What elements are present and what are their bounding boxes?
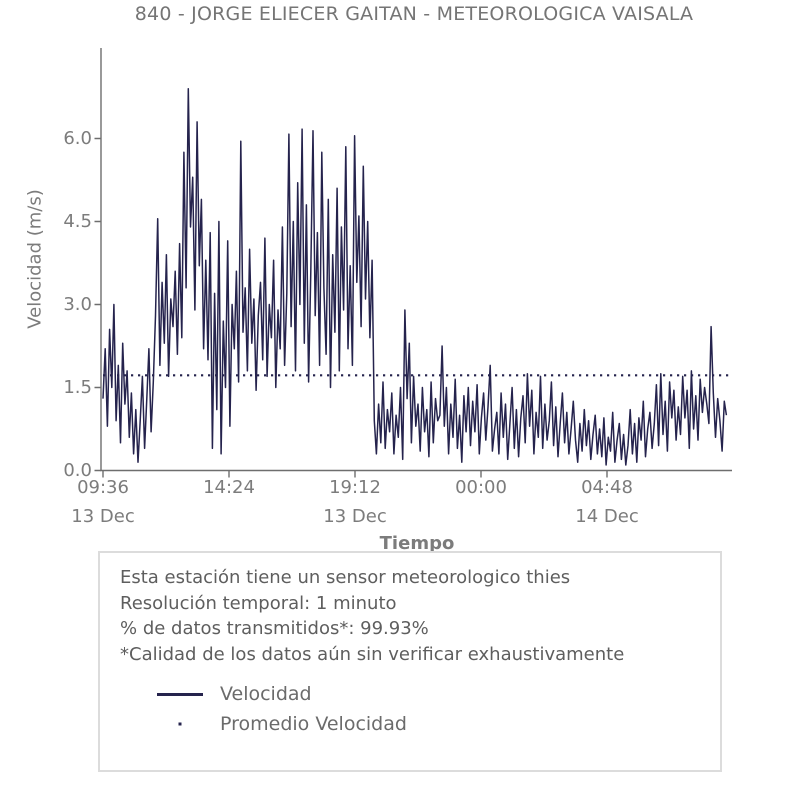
- x-tick-label: 04:48: [581, 477, 633, 498]
- info-line-quality: *Calidad de los datos aún sin verificar …: [120, 643, 625, 665]
- velocity-line-swatch: [157, 692, 203, 696]
- info-line-resolution: Resolución temporal: 1 minuto: [120, 592, 397, 614]
- station-info-lines: Esta estación tiene un sensor meteorolog…: [120, 565, 720, 667]
- chart-title: 840 - JORGE ELIECER GAITAN - METEOROLOGI…: [134, 3, 694, 25]
- legend-item-velocidad: Velocidad: [100, 679, 720, 709]
- legend-item-promedio: Promedio Velocidad: [100, 709, 720, 739]
- x-tick-label: 19:12: [329, 477, 381, 498]
- x-date-label: 13 Dec: [323, 506, 387, 527]
- x-date-label: 13 Dec: [71, 506, 135, 527]
- y-tick-label: 0.0: [63, 459, 92, 481]
- axis-spines: [100, 48, 732, 472]
- x-axis-title: Tiempo: [379, 533, 455, 554]
- average-dotted-swatch: [157, 722, 203, 726]
- x-tick-label: 00:00: [455, 477, 507, 498]
- legend-label-promedio: Promedio Velocidad: [220, 713, 407, 735]
- y-tick-label: 3.0: [63, 293, 92, 315]
- y-tick-label: 1.5: [63, 376, 92, 398]
- y-tick-marks: [94, 137, 101, 472]
- y-tick-label: 6.0: [63, 127, 92, 149]
- velocity-line: [102, 87, 728, 466]
- legend: Velocidad Promedio Velocidad: [100, 679, 720, 739]
- info-line-transmitted: % de datos transmitidos*: 99.93%: [120, 618, 429, 639]
- legend-label-velocidad: Velocidad: [220, 683, 312, 705]
- station-info-box: Esta estación tiene un sensor meteorolog…: [98, 551, 722, 772]
- x-date-label: 14 Dec: [575, 506, 639, 527]
- x-tick-label: 09:36: [77, 477, 129, 498]
- info-line-sensor: Esta estación tiene un sensor meteorolog…: [120, 567, 571, 588]
- x-tick-label: 14:24: [203, 477, 255, 498]
- y-tick-label: 4.5: [63, 210, 92, 232]
